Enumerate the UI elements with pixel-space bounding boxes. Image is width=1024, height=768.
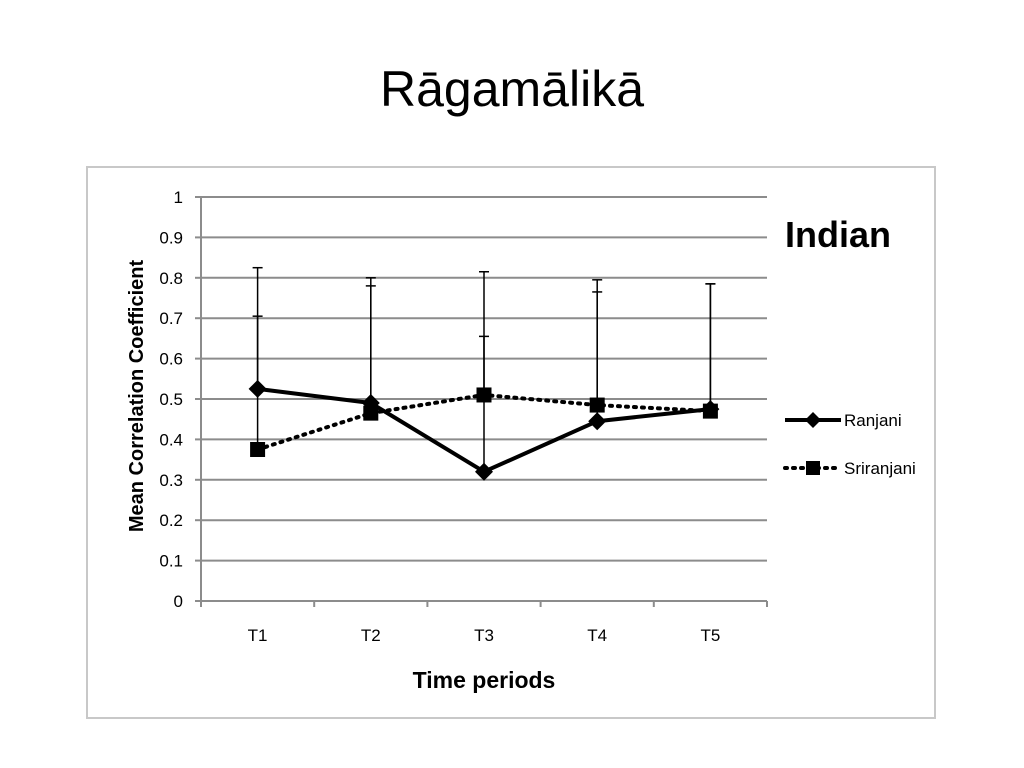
- data-point-ranjani: [475, 462, 493, 481]
- legend: Ranjani Sriranjani: [783, 411, 916, 478]
- x-axis-label: Time periods: [413, 667, 556, 693]
- axes: [195, 196, 768, 607]
- x-tick-label: T4: [587, 626, 607, 645]
- y-tick-label: 0.4: [159, 430, 183, 449]
- legend-marker-sriranjani: [806, 461, 820, 475]
- data-point-sriranjani: [476, 387, 492, 403]
- x-tick-label: T2: [361, 626, 381, 645]
- y-tick-label: 0.7: [159, 309, 183, 328]
- x-tick-label: T1: [248, 626, 268, 645]
- data-point-ranjani: [588, 412, 607, 431]
- y-tick-label: 0.6: [159, 350, 183, 369]
- x-tick-labels: T1 T2 T3 T4 T5: [248, 626, 721, 645]
- legend-label: Sriranjani: [844, 459, 916, 478]
- y-tick-label: 0.1: [159, 552, 183, 571]
- x-tick-label: T5: [700, 626, 720, 645]
- y-tick-labels: 0 0.1 0.2 0.3 0.4 0.5 0.6 0.7 0.8 0.9 1: [159, 188, 183, 611]
- line-chart: 0 0.1 0.2 0.3 0.4 0.5 0.6 0.7 0.8 0.9 1 T1 T2 T3 T4 T5…: [126, 188, 916, 693]
- data-point-sriranjani: [702, 403, 718, 419]
- legend-label: Ranjani: [844, 411, 902, 430]
- slide-title: Rāgamālikā: [379, 61, 644, 117]
- y-tick-label: 0.9: [159, 228, 183, 247]
- data-point-ranjani: [248, 379, 267, 398]
- x-tick-label: T3: [474, 626, 494, 645]
- y-tick-label: 0.5: [159, 390, 183, 409]
- data-point-sriranjani: [250, 442, 266, 457]
- y-tick-label: 0.2: [159, 511, 183, 530]
- y-tick-label: 1: [174, 188, 183, 207]
- chart-title: Indian: [785, 214, 891, 255]
- y-tick-label: 0.3: [159, 471, 183, 490]
- data-point-sriranjani: [589, 397, 605, 413]
- y-tick-label: 0: [174, 592, 183, 611]
- y-axis-label: Mean Correlation Coefficient: [126, 260, 148, 533]
- y-tick-label: 0.8: [159, 269, 183, 288]
- error-bars: [252, 266, 716, 472]
- legend-marker-ranjani: [805, 412, 821, 428]
- data-point-sriranjani: [363, 405, 379, 421]
- series-markers: [248, 379, 720, 481]
- chart-frame: 0 0.1 0.2 0.3 0.4 0.5 0.6 0.7 0.8 0.9 1 T1 T2 T3 T4 T5…: [86, 166, 936, 719]
